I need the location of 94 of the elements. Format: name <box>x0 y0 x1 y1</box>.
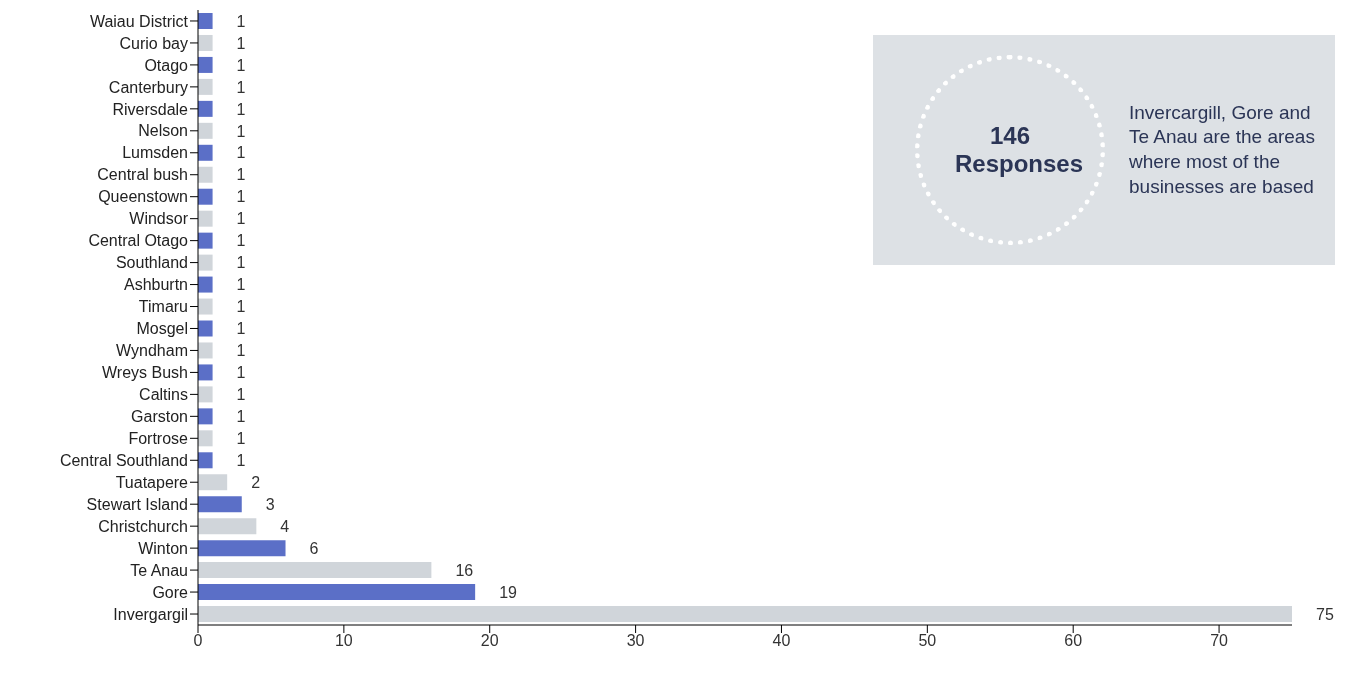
bar <box>198 474 228 491</box>
y-tick-label: Central Southland <box>59 451 188 469</box>
y-tick-label: Curio bay <box>119 34 188 52</box>
data-label: 1 <box>236 276 246 294</box>
data-label: 1 <box>236 166 246 184</box>
y-tick-label: Tuatapere <box>115 473 189 491</box>
data-label: 1 <box>236 122 246 140</box>
data-label: 1 <box>236 100 246 118</box>
x-tick-label: 20 <box>480 632 499 650</box>
bar <box>198 430 213 447</box>
y-tick-label: Wreys Bush <box>102 364 188 382</box>
data-label: 1 <box>236 188 246 206</box>
data-label: 4 <box>280 517 290 535</box>
bar <box>198 188 213 205</box>
bar <box>198 232 213 249</box>
y-tick-label: Queenstown <box>98 188 188 206</box>
bar <box>198 584 476 601</box>
data-label: 1 <box>236 144 246 162</box>
data-label: 1 <box>236 298 246 316</box>
data-label: 1 <box>236 364 246 382</box>
y-tick-label: Stewart Island <box>86 495 188 513</box>
data-label: 1 <box>236 56 246 74</box>
y-tick-label: Central Otago <box>88 232 189 250</box>
y-tick-label: Central bush <box>97 166 188 184</box>
bar <box>198 518 257 535</box>
data-label: 1 <box>236 320 246 338</box>
bar <box>198 540 286 557</box>
x-tick-label: 70 <box>1210 632 1229 650</box>
y-tick-label: Invergargil <box>113 605 188 623</box>
bar <box>198 34 213 51</box>
info-card: 146 Responses Invercargill, Gore and Te Anau are the areas where most of the businesses are based <box>873 35 1335 265</box>
bar <box>198 254 213 271</box>
y-tick-label: Lumsden <box>122 144 188 162</box>
bar <box>198 122 213 139</box>
bar <box>198 100 213 117</box>
bar <box>198 144 213 161</box>
y-tick-label: Southland <box>115 254 188 272</box>
data-label: 1 <box>236 254 246 272</box>
data-label: 19 <box>499 583 518 601</box>
annotation: 146 Responses <box>955 122 1084 178</box>
bar <box>198 56 213 73</box>
data-label: 1 <box>236 232 246 250</box>
data-label: 1 <box>236 78 246 96</box>
data-label: 1 <box>236 451 246 469</box>
bar <box>198 320 213 337</box>
bar <box>198 298 213 315</box>
bar <box>198 78 213 95</box>
data-label: 3 <box>265 495 275 513</box>
y-tick-label: Christchurch <box>98 517 188 535</box>
y-tick-label: Waiau District <box>89 12 189 30</box>
data-label: 1 <box>236 210 246 228</box>
y-tick-label: Ashburtn <box>123 276 188 294</box>
bar <box>198 166 213 183</box>
x-tick-label: 30 <box>626 632 645 650</box>
y-tick-label: Mosgel <box>136 320 188 338</box>
bar <box>198 496 242 513</box>
bar <box>198 364 213 381</box>
data-label: 6 <box>309 539 319 557</box>
bar <box>198 210 213 227</box>
data-label: 16 <box>455 561 474 579</box>
bar <box>198 408 213 425</box>
x-tick-label: 50 <box>918 632 937 650</box>
data-label: 75 <box>1316 605 1334 623</box>
x-tick-label: 60 <box>1064 632 1083 650</box>
bar <box>198 342 213 359</box>
bar <box>198 13 213 29</box>
data-label: 1 <box>236 342 246 360</box>
y-tick-label: Windsor <box>129 210 189 228</box>
y-tick-label: Canterbury <box>108 78 188 96</box>
x-tick-label: 0 <box>193 632 203 650</box>
y-tick-label: Fortrose <box>128 429 189 447</box>
data-label: 1 <box>236 12 246 30</box>
y-tick-label: Timaru <box>138 298 188 316</box>
bar <box>198 452 213 469</box>
y-tick-label: Caltins <box>139 386 188 404</box>
y-tick-label: Wyndham <box>116 342 188 360</box>
y-tick-label: Winton <box>138 539 188 557</box>
annotation: Invercargill, Gore and Te Anau are the areas where most of the businesses are based <box>1129 100 1316 199</box>
data-label: 1 <box>236 408 246 426</box>
y-tick-label: Gore <box>152 583 189 601</box>
data-label: 1 <box>236 386 246 404</box>
y-tick-label: Garston <box>131 408 188 426</box>
bar <box>198 386 213 403</box>
y-tick-label: Otago <box>144 56 189 74</box>
y-tick-label: Riversdale <box>112 100 189 118</box>
x-tick-label: 40 <box>772 632 791 650</box>
y-tick-label: Nelson <box>138 122 188 140</box>
x-tick-label: 10 <box>334 632 353 650</box>
y-tick-label: Te Anau <box>130 561 188 579</box>
data-label: 2 <box>251 473 261 491</box>
data-label: 1 <box>236 34 246 52</box>
bar <box>198 562 432 579</box>
bar <box>198 276 213 293</box>
data-label: 1 <box>236 430 246 447</box>
